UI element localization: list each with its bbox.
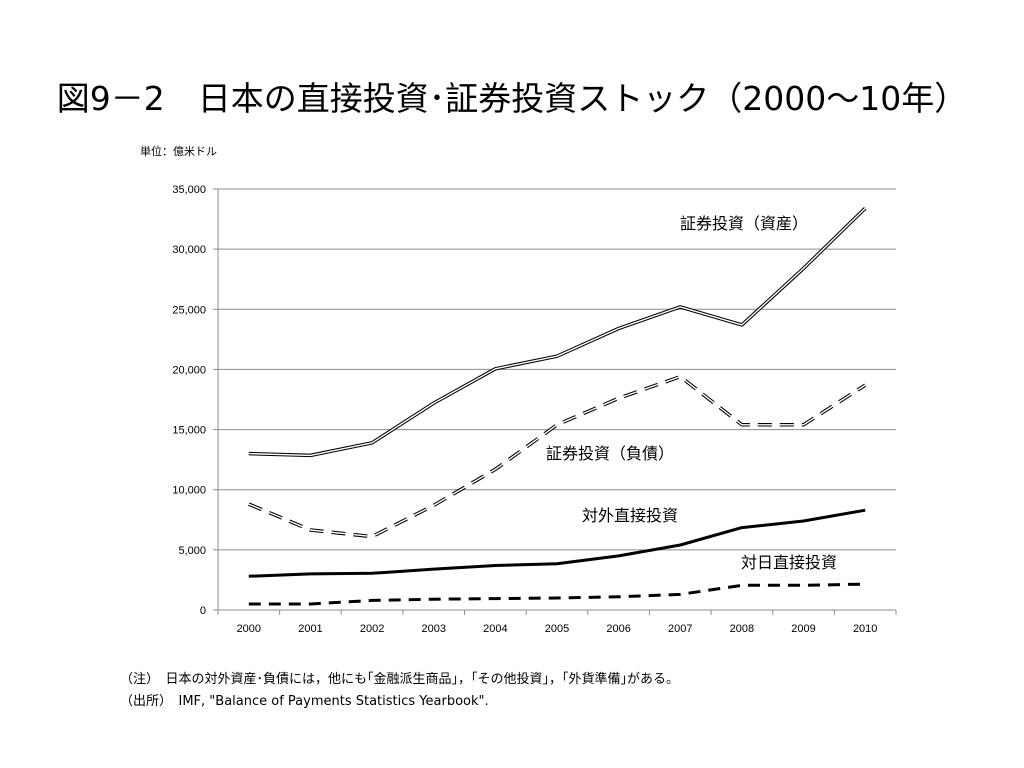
series-label-portfolio-assets: 証券投資（資産）: [680, 214, 808, 233]
axes: [213, 188, 897, 615]
data-point: [308, 528, 312, 532]
data-point: [370, 535, 374, 539]
series-1: [247, 374, 867, 539]
unit-label: 単位：億米ドル: [140, 145, 217, 158]
data-point: [555, 596, 559, 600]
y-tick-label: 35,000: [172, 184, 206, 196]
x-tick-label: 2003: [421, 623, 445, 635]
data-point: [863, 383, 867, 387]
data-point: [247, 602, 251, 606]
data-point: [308, 572, 312, 576]
x-tick-label: 2001: [298, 623, 322, 635]
y-tick-label: 30,000: [172, 244, 206, 256]
data-point: [678, 305, 682, 309]
data-point: [493, 467, 497, 471]
data-point: [678, 375, 682, 379]
x-tick-label: 2009: [791, 623, 815, 635]
x-tick-label: 2004: [483, 623, 507, 635]
data-point: [247, 574, 251, 578]
series-label-portfolio-liabilities: 証券投資（負債）: [546, 444, 674, 463]
data-point: [617, 595, 621, 599]
data-point: [863, 206, 867, 210]
series-line: [248, 582, 866, 606]
footnote-source: （出所） IMF, "Balance of Payments Statistic…: [120, 694, 489, 709]
y-tick-label: 0: [200, 605, 206, 617]
series-2: [247, 508, 867, 578]
x-tick-label: 2008: [730, 623, 754, 635]
data-point: [802, 519, 806, 523]
footnote-note: （注） 日本の対外資産･負債には，他にも｢金融派生商品｣，｢その他投資｣，｢外貨…: [120, 672, 680, 687]
data-point: [493, 563, 497, 567]
data-point: [370, 441, 374, 445]
data-point: [493, 597, 497, 601]
data-point: [370, 571, 374, 575]
data-point: [740, 583, 744, 587]
data-point: [740, 323, 744, 327]
series-3: [247, 582, 867, 606]
data-point: [308, 453, 312, 457]
data-point: [802, 583, 806, 587]
page-title: 図9－2 日本の直接投資･証券投資ストック（2000～10年）: [56, 79, 968, 118]
y-tick-label: 15,000: [172, 425, 206, 437]
data-point: [247, 502, 251, 506]
series-0: [247, 206, 867, 458]
data-point: [617, 554, 621, 558]
data-point: [740, 423, 744, 427]
y-tick-label: 25,000: [172, 304, 206, 316]
data-point: [493, 367, 497, 371]
data-point: [308, 602, 312, 606]
x-tick-label: 2010: [853, 623, 877, 635]
data-point: [802, 266, 806, 270]
data-point: [555, 423, 559, 427]
y-tick-label: 5,000: [178, 545, 206, 557]
series-line-inner: [248, 375, 866, 538]
data-point: [555, 354, 559, 358]
series-label-outward-fdi: 対外直接投資: [582, 506, 678, 525]
gridlines: [218, 188, 896, 551]
x-tick-label: 2007: [668, 623, 692, 635]
data-point: [863, 582, 867, 586]
data-point: [617, 396, 621, 400]
data-point: [617, 327, 621, 331]
series-label-inward-fdi: 対日直接投資: [741, 553, 837, 572]
data-point: [678, 543, 682, 547]
data-point: [678, 592, 682, 596]
data-point: [432, 567, 436, 571]
y-tick-label: 10,000: [172, 485, 206, 497]
x-tick-label: 2002: [360, 623, 384, 635]
series-labels: 証券投資（資産） 証券投資（負債） 対外直接投資 対日直接投資: [546, 214, 837, 572]
series-line: [248, 508, 866, 578]
series-line-inner: [248, 207, 866, 457]
y-tick-label: 20,000: [172, 364, 206, 376]
data-point: [802, 423, 806, 427]
y-axis-ticks: 0 5,000 10,000 15,000 20,000 25,000 30,000 35,0…: [172, 184, 206, 617]
series-line-outer: [248, 206, 867, 458]
data-point: [432, 401, 436, 405]
x-tick-label: 2000: [237, 623, 261, 635]
data-point: [863, 508, 867, 512]
data-point: [740, 526, 744, 530]
series-lines: [247, 206, 867, 606]
x-axis-ticks: 2000 2001 2002 2003 2004 2005 2006 2007 2008 2009…: [237, 623, 878, 635]
data-point: [370, 598, 374, 602]
x-tick-label: 2006: [606, 623, 630, 635]
data-point: [432, 503, 436, 507]
x-tick-label: 2005: [545, 623, 569, 635]
data-point: [432, 597, 436, 601]
data-point: [247, 452, 251, 456]
data-point: [555, 562, 559, 566]
